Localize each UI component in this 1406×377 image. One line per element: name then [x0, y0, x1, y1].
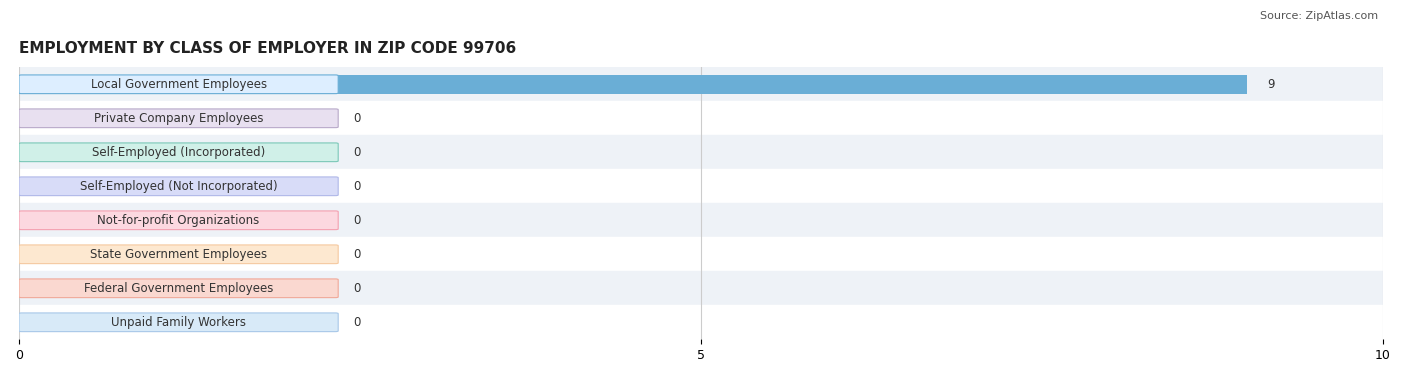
Bar: [20, 203, 1384, 237]
FancyBboxPatch shape: [20, 143, 339, 162]
FancyBboxPatch shape: [20, 177, 339, 196]
Text: Self-Employed (Not Incorporated): Self-Employed (Not Incorporated): [80, 180, 277, 193]
Bar: [20, 101, 1384, 135]
Text: Federal Government Employees: Federal Government Employees: [84, 282, 273, 295]
Text: 0: 0: [353, 146, 360, 159]
Text: Source: ZipAtlas.com: Source: ZipAtlas.com: [1260, 11, 1378, 21]
Bar: [20, 271, 1384, 305]
Text: Self-Employed (Incorporated): Self-Employed (Incorporated): [91, 146, 266, 159]
Bar: [20, 169, 1384, 203]
Text: Not-for-profit Organizations: Not-for-profit Organizations: [97, 214, 260, 227]
Text: Private Company Employees: Private Company Employees: [94, 112, 263, 125]
FancyBboxPatch shape: [20, 109, 339, 128]
Text: Unpaid Family Workers: Unpaid Family Workers: [111, 316, 246, 329]
Bar: [20, 237, 1384, 271]
Bar: [20, 75, 1247, 93]
FancyBboxPatch shape: [20, 279, 339, 297]
Text: EMPLOYMENT BY CLASS OF EMPLOYER IN ZIP CODE 99706: EMPLOYMENT BY CLASS OF EMPLOYER IN ZIP C…: [20, 41, 516, 57]
Text: 0: 0: [353, 248, 360, 261]
Text: 0: 0: [353, 112, 360, 125]
FancyBboxPatch shape: [20, 75, 339, 93]
Text: 9: 9: [1267, 78, 1275, 91]
Text: Local Government Employees: Local Government Employees: [90, 78, 267, 91]
Text: State Government Employees: State Government Employees: [90, 248, 267, 261]
Text: 0: 0: [353, 316, 360, 329]
Bar: [20, 67, 1384, 101]
FancyBboxPatch shape: [20, 211, 339, 230]
Bar: [20, 135, 1384, 169]
FancyBboxPatch shape: [20, 313, 339, 332]
Text: 0: 0: [353, 214, 360, 227]
Bar: [20, 305, 1384, 339]
Text: 0: 0: [353, 180, 360, 193]
FancyBboxPatch shape: [20, 245, 339, 264]
Text: 0: 0: [353, 282, 360, 295]
